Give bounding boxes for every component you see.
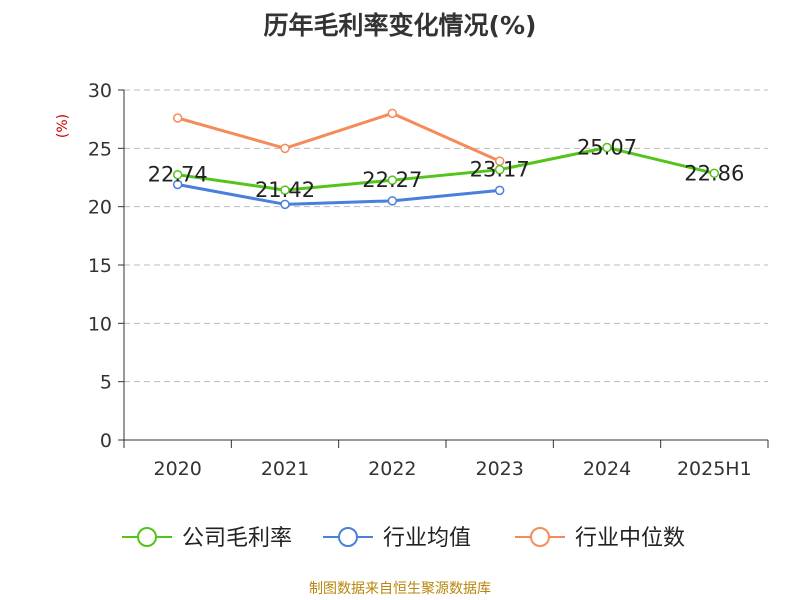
legend-swatch-marker (137, 527, 157, 547)
series-line-2 (177, 183, 500, 206)
data-point (172, 169, 183, 180)
data-point (280, 185, 290, 195)
x-tick-label: 2023 (475, 458, 523, 480)
y-tick-label: 30 (88, 80, 112, 102)
data-point (387, 175, 398, 185)
data-label: 22.74 (148, 163, 208, 187)
data-point (387, 108, 398, 119)
x-tick-label: 2024 (583, 458, 631, 480)
chart-title: 历年毛利率变化情况(%) (263, 11, 537, 40)
x-tick-label: 2020 (153, 458, 201, 480)
legend-swatch-marker (530, 527, 550, 547)
data-point (494, 185, 505, 196)
legend-label: 公司毛利率 (182, 526, 292, 551)
data-label: 22.27 (362, 168, 422, 192)
data-point (387, 196, 398, 206)
legend-label: 行业均值 (383, 526, 471, 551)
series-line-1 (177, 146, 715, 192)
series-line-3 (177, 111, 501, 163)
data-point (280, 199, 290, 210)
data-label: 22.86 (684, 161, 744, 185)
data-point (280, 143, 290, 154)
data-point (602, 142, 612, 153)
source-note: 制图数据来自恒生聚源数据库 (309, 581, 491, 597)
y-tick-label: 10 (88, 313, 112, 335)
y-tick-label: 5 (100, 372, 112, 394)
data-point (172, 179, 183, 190)
y-tick-label: 20 (88, 197, 112, 219)
data-point (709, 168, 720, 179)
data-label: 21.42 (255, 178, 315, 202)
legend-swatch-marker (338, 527, 358, 547)
data-point (172, 113, 183, 123)
x-tick-label: 2021 (261, 458, 309, 480)
y-axis-label: (%) (55, 114, 71, 138)
data-label: 23.17 (470, 158, 530, 182)
y-tick-label: 0 (100, 430, 112, 452)
x-tick-label: 2022 (368, 458, 416, 480)
x-tick-label: 2025H1 (677, 458, 752, 480)
y-tick-label: 25 (88, 138, 112, 160)
data-label: 25.07 (577, 136, 637, 160)
y-tick-label: 15 (88, 255, 112, 277)
legend-label: 行业中位数 (575, 526, 685, 551)
data-point (494, 164, 505, 175)
